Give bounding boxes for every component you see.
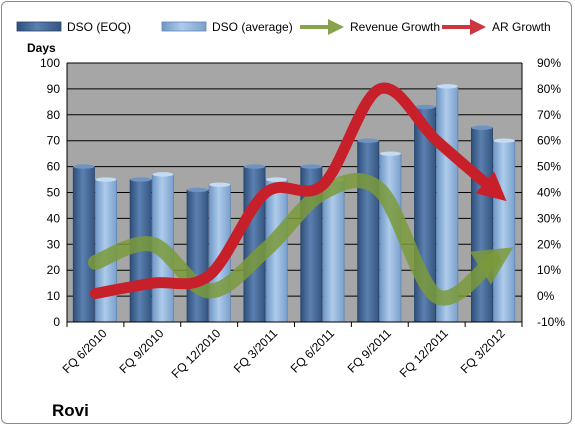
legend: DSO (EOQ) DSO (average) Revenue Growth AR G… [16,19,551,35]
legend-label: AR Growth [492,20,551,34]
legend-swatch-dso-eoq [16,21,62,32]
x-tick-label: FQ 9/2010 [116,326,166,376]
x-tick-label: FQ 6/2011 [288,326,338,376]
y-tick-label: 60 [47,160,61,174]
y2-tick-label: 70% [537,108,561,122]
x-tick-label: FQ 12/2010 [169,326,224,381]
x-tick-label: FQ 6/2010 [60,326,110,376]
bar-top [493,138,515,143]
bar-top [357,138,379,143]
bar-top [266,177,288,182]
bar-top [95,177,117,182]
y-tick-label: 90 [47,82,61,96]
legend-label: DSO (average) [212,20,293,34]
bar-dso-eoq [357,140,380,323]
bar-top [300,164,322,169]
y-tick-label: 0 [53,315,60,329]
bar-top [379,151,401,156]
y-tick-label: 40 [47,211,61,225]
bar-dso-eoq [72,166,95,323]
bar-dso-eoq [470,127,493,323]
y2-tick-label: 50% [537,160,561,174]
x-tick-label: FQ 3/2011 [231,326,281,376]
axes [66,63,523,327]
legend-swatch-dso-average [161,21,207,32]
legend-label: Revenue Growth [350,20,440,34]
x-tick-label: FQ 12/2011 [397,326,451,380]
trend-lines [87,82,514,306]
bar-top [73,164,95,169]
x-tick-label: FQ 9/2011 [345,326,395,376]
y2-tick-label: 40% [537,186,561,200]
left-axis-ticks: 0 10 20 30 40 50 60 70 80 90 100 [40,56,60,329]
line-ar-growth [89,82,507,300]
y2-tick-label: 60% [537,134,561,148]
bar-top [152,172,174,177]
bar-top [243,164,266,169]
y-tick-label: 80 [47,108,61,122]
y2-tick-label: 90% [537,56,561,70]
line-revenue-growth [87,173,514,306]
y2-tick-label: 30% [537,211,561,225]
y-tick-label: 10 [47,289,61,303]
y2-tick-label: 0% [537,289,555,303]
y-tick-label: 20 [47,263,61,277]
y-tick-label: 50 [47,186,61,200]
x-tick-label: FQ 3/2012 [458,326,508,376]
bar-top [187,187,209,193]
chart-svg: DSO (EOQ) DSO (average) Revenue Growth AR G… [16,19,565,420]
bar-dso-average [322,179,345,323]
y-axis-title: Days [27,41,56,55]
legend-arrow-revenue-growth [300,19,344,35]
y2-tick-label: 20% [537,237,561,251]
right-axis-ticks: -10% 0% 10% 20% 30% 40% 50% 60% 70% 80% 90% [537,56,565,329]
bar-top [130,177,152,182]
legend-label: DSO (EOQ) [67,20,131,34]
y2-tick-label: 80% [537,82,561,96]
y2-tick-label: -10% [537,315,565,329]
bar-top [414,104,436,110]
bar-top [471,125,493,130]
bar-dso-average [493,140,516,323]
bar-top [436,84,458,89]
bar-dso-eoq [186,189,209,323]
legend-arrow-ar-growth [442,19,486,35]
company-name: Rovi [52,401,89,420]
y-tick-label: 70 [47,134,61,148]
bar-top [209,182,231,187]
y2-tick-label: 10% [537,263,561,277]
y-tick-label: 30 [47,237,61,251]
y-tick-label: 100 [40,56,60,70]
x-axis-ticks: FQ 6/2010 FQ 9/2010 FQ 12/2010 FQ 3/2011 FQ … [60,326,508,381]
